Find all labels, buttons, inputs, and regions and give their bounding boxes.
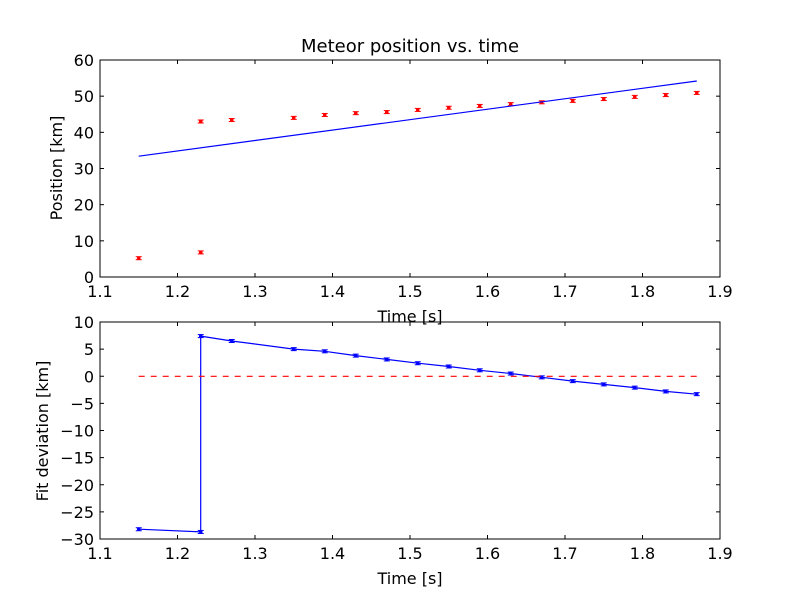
y-tick-label: −25 (60, 503, 94, 522)
data-point (198, 530, 203, 534)
y-tick-label: 0 (84, 367, 94, 386)
data-point (601, 97, 606, 101)
y-tick-label: 5 (84, 340, 94, 359)
position-y-axis-label: Position [km] (47, 116, 66, 221)
data-point (291, 116, 296, 120)
data-point (601, 382, 606, 387)
data-point (136, 527, 141, 532)
y-tick-label: 50 (74, 87, 94, 106)
x-tick-label: 1.6 (475, 282, 500, 301)
y-tick-label: −15 (60, 449, 94, 468)
data-point (322, 113, 327, 117)
data-point (229, 118, 234, 122)
y-tick-label: 60 (74, 51, 94, 70)
data-point (415, 108, 420, 112)
data-point (663, 93, 668, 97)
data-point (415, 361, 420, 366)
y-tick-label: −20 (60, 476, 94, 495)
x-tick-label: 1.4 (320, 544, 345, 563)
data-point (694, 392, 699, 396)
data-point (353, 111, 358, 115)
data-point (570, 379, 575, 383)
x-tick-label: 1.9 (707, 544, 732, 563)
data-point (322, 349, 327, 354)
deviation-panel: Fit deviation [km] Time [s] 1.1 1.2 1.3 1.4… (33, 313, 733, 588)
x-tick-label: 1.5 (397, 282, 422, 301)
x-tick-label: 1.6 (475, 544, 500, 563)
x-tick-label: 1.1 (87, 282, 112, 301)
x-tick-label: 1.8 (630, 282, 655, 301)
data-point (353, 353, 358, 358)
data-point (446, 105, 451, 110)
data-point (198, 250, 203, 255)
x-tick-label: 1.5 (397, 544, 422, 563)
data-point (229, 339, 234, 343)
x-tick-label: 1.8 (630, 544, 655, 563)
y-tick-label: −30 (60, 530, 94, 549)
data-point (570, 99, 575, 103)
data-point (384, 357, 389, 362)
x-tick-label: 1.2 (165, 282, 190, 301)
y-tick-label: 10 (74, 313, 94, 332)
data-point (198, 119, 203, 124)
data-point (663, 389, 668, 394)
deviation-x-axis-label: Time [s] (376, 569, 442, 588)
plot-frame (99, 59, 721, 278)
position-panel: Meteor position vs. time Position [km] T… (47, 36, 733, 326)
y-tick-label: 10 (74, 232, 94, 251)
data-point (477, 104, 482, 108)
x-tick-label: 1.4 (320, 282, 345, 301)
data-point (136, 256, 141, 260)
x-tick-label: 1.9 (707, 282, 732, 301)
fit-line (138, 80, 697, 157)
data-point (539, 375, 544, 380)
x-tick-label: 1.1 (87, 544, 112, 563)
data-point (632, 385, 637, 390)
deviation-line (138, 335, 697, 533)
x-tick-label: 1.3 (242, 544, 267, 563)
position-chart-title: Meteor position vs. time (301, 36, 519, 57)
y-tick-label: −10 (60, 422, 94, 441)
plot-frame (99, 321, 721, 540)
data-point (508, 102, 513, 106)
data-point (477, 368, 482, 373)
y-tick-label: 30 (74, 160, 94, 179)
x-tick-label: 1.7 (552, 282, 577, 301)
data-point (694, 91, 699, 95)
deviation-y-axis-label: Fit deviation [km] (33, 361, 52, 502)
x-tick-label: 1.3 (242, 282, 267, 301)
data-point (291, 347, 296, 351)
data-point (198, 334, 203, 338)
x-tick-label: 1.2 (165, 544, 190, 563)
x-tick-label: 1.7 (552, 544, 577, 563)
y-tick-label: 0 (84, 268, 94, 287)
data-point (508, 371, 513, 376)
y-tick-label: 40 (74, 123, 94, 142)
data-point (446, 364, 451, 369)
y-tick-label: −5 (70, 394, 94, 413)
y-tick-label: 20 (74, 196, 94, 215)
position-x-axis-label: Time [s] (376, 307, 442, 326)
data-point (384, 110, 389, 114)
data-point (632, 95, 637, 99)
